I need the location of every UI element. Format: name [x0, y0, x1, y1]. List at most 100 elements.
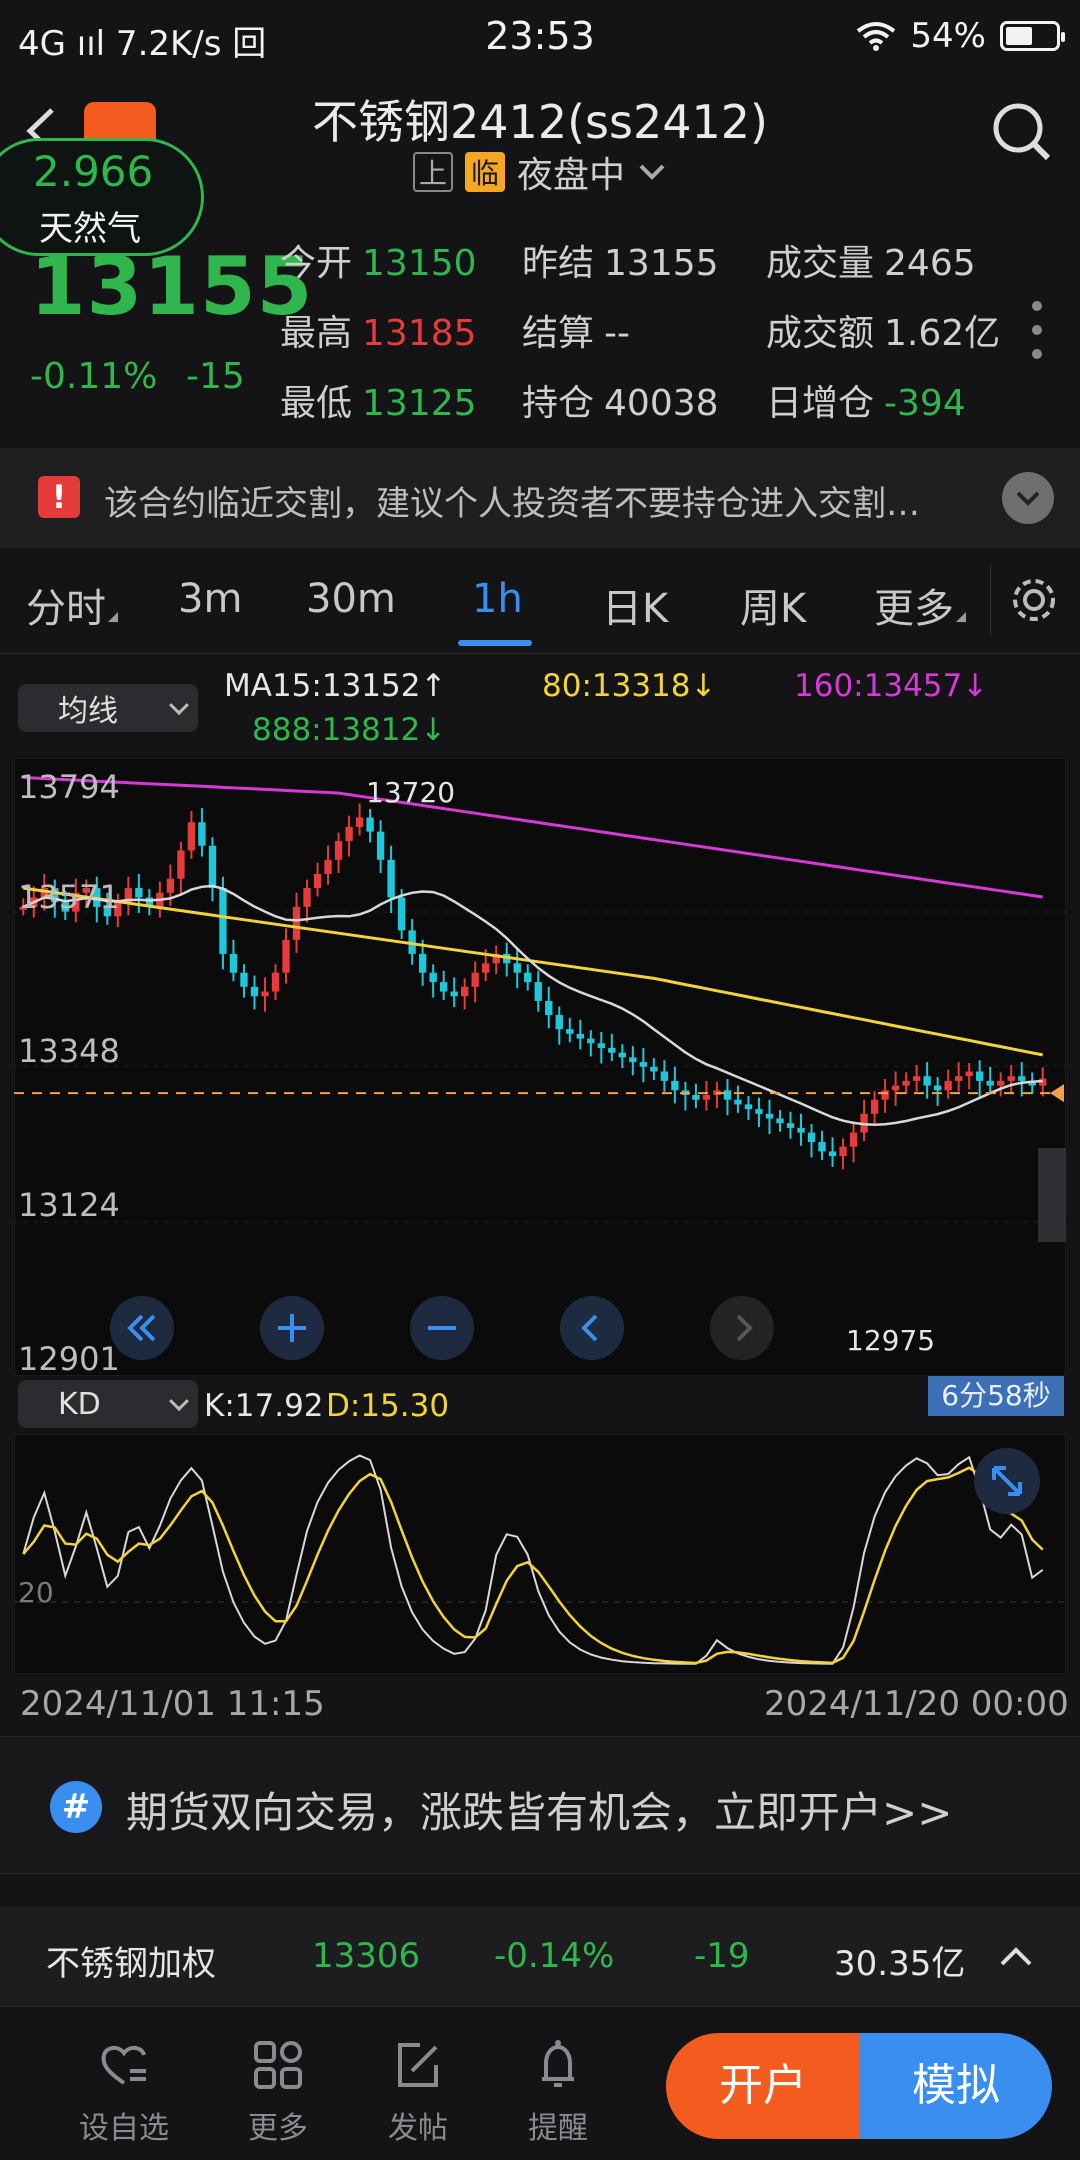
- more-vertical-icon[interactable]: [1032, 300, 1042, 360]
- d-line: [22, 1466, 1044, 1665]
- fullscreen-button[interactable]: [974, 1448, 1040, 1514]
- candle-body: [807, 1132, 816, 1143]
- candle-body: [408, 930, 416, 954]
- nav-alert[interactable]: 提醒: [498, 2037, 618, 2147]
- candle-body: [376, 831, 385, 860]
- candle-body: [166, 878, 175, 893]
- kd-selector[interactable]: KD: [18, 1380, 198, 1428]
- floating-quote-name: 天然气: [39, 209, 141, 249]
- session-selector[interactable]: 上 临 夜盘中: [0, 146, 1080, 198]
- floating-quote[interactable]: 2.966 天然气: [0, 138, 204, 256]
- candle-body: [545, 1000, 553, 1016]
- ma888-value: 888:13812↓: [252, 712, 447, 748]
- floating-quote-value: 2.966: [33, 147, 154, 196]
- candle-body: [597, 1043, 605, 1048]
- candle-body: [124, 888, 133, 903]
- y-label-12901: 12901: [18, 1340, 120, 1378]
- tab-timeshare[interactable]: 分时: [26, 576, 118, 634]
- open-stat: 今开 13150: [280, 243, 477, 284]
- open-account-button[interactable]: 开户: [666, 2033, 860, 2139]
- kd-svg: [13, 1433, 1067, 1675]
- ma15-value: MA15:13152↑: [224, 668, 447, 704]
- change-percent: -0.11%: [30, 356, 158, 397]
- index-price: 13306: [312, 1936, 421, 1976]
- simulate-button[interactable]: 模拟: [860, 2033, 1052, 2139]
- candle-body: [303, 888, 311, 907]
- open-account-banner[interactable]: # 期货双向交易，涨跌皆有机会，立即开户>>: [0, 1736, 1080, 1874]
- chevron-right-icon: [736, 1314, 753, 1342]
- candle-body: [944, 1080, 952, 1091]
- candle-body: [723, 1090, 732, 1100]
- kline-chart[interactable]: [13, 757, 1067, 1377]
- bottom-nav: 设自选 更多 发帖 提醒 开户 模拟: [0, 2006, 1080, 2160]
- price-scroll-handle[interactable]: [1038, 1148, 1066, 1242]
- candle-body: [418, 953, 427, 973]
- kline-svg: [13, 757, 1067, 1377]
- clock: 23:53: [485, 14, 595, 58]
- minus-icon: [428, 1326, 456, 1330]
- gear-icon[interactable]: [1006, 572, 1062, 628]
- status-bar: 4G ııl 7.2K/s 回 23:53 54%: [0, 0, 1080, 72]
- zoom-in-button[interactable]: [260, 1296, 324, 1360]
- high-stat: 最高 13185: [280, 313, 477, 354]
- candle-body: [240, 972, 248, 987]
- candle-body: [40, 888, 48, 898]
- candle-body: [345, 826, 353, 842]
- tab-1h[interactable]: 1h: [472, 576, 523, 622]
- candle-body: [513, 963, 521, 973]
- candle-body: [19, 906, 27, 910]
- countdown-timer: 6分58秒: [928, 1376, 1064, 1416]
- scroll-right-button[interactable]: [710, 1296, 774, 1360]
- tab-3m[interactable]: 3m: [178, 576, 243, 622]
- kd-d-value: D:15.30: [326, 1388, 450, 1424]
- index-pct: -0.14%: [494, 1936, 615, 1976]
- battery-percent: 54%: [910, 16, 986, 56]
- expand-notice-button[interactable]: [1002, 472, 1054, 524]
- scroll-start-button[interactable]: [110, 1296, 174, 1360]
- candle-body: [324, 859, 332, 874]
- nav-post[interactable]: 发帖: [358, 2037, 478, 2147]
- y-label-13571: 13571: [18, 878, 120, 916]
- candle-body: [387, 859, 395, 898]
- nav-watchlist[interactable]: 设自选: [64, 2037, 184, 2147]
- candle-body: [639, 1062, 648, 1067]
- bell-icon: [542, 2040, 574, 2087]
- candle-body: [881, 1090, 889, 1100]
- candle-body: [450, 991, 458, 997]
- candle-body: [524, 972, 532, 983]
- plus-icon: [278, 1314, 306, 1342]
- weighted-index-bar[interactable]: 不锈钢加权 13306 -0.14% -19 30.35亿: [0, 1906, 1080, 2006]
- kd-chart[interactable]: [13, 1433, 1067, 1675]
- tab-more[interactable]: 更多: [874, 576, 966, 634]
- search-icon[interactable]: [990, 100, 1054, 164]
- candle-body: [997, 1080, 1005, 1086]
- nav-more[interactable]: 更多: [218, 2037, 338, 2147]
- k-line: [22, 1454, 1044, 1665]
- turnover-stat: 成交额 1.62亿: [766, 313, 1001, 354]
- tab-daily[interactable]: 日K: [602, 586, 669, 632]
- candle-body: [229, 953, 238, 973]
- delivery-notice[interactable]: ! 该合约临近交割，建议个人投资者不要持仓进入交割…: [0, 448, 1080, 548]
- expiry-tag: 临: [464, 152, 505, 192]
- index-name: 不锈钢加权: [46, 1944, 216, 1984]
- ma80-value: 80:13318↓: [542, 668, 717, 704]
- candle-body: [1018, 1076, 1026, 1081]
- scroll-left-button[interactable]: [560, 1296, 624, 1360]
- zoom-out-button[interactable]: [410, 1296, 474, 1360]
- index-amount: 30.35亿: [834, 1944, 966, 1984]
- high-marker: 13720: [366, 776, 456, 809]
- candle-body: [334, 841, 343, 860]
- chevron-up-icon[interactable]: [996, 1936, 1036, 1976]
- candle-body: [208, 845, 217, 889]
- tab-30m[interactable]: 30m: [306, 576, 396, 622]
- candle-body: [72, 892, 80, 912]
- prev-settle-stat: 昨结 13155: [522, 243, 719, 284]
- candle-body: [313, 873, 322, 889]
- tab-weekly[interactable]: 周K: [740, 586, 807, 632]
- ma160-value: 160:13457↓: [794, 668, 989, 704]
- grid-icon: [254, 2041, 302, 2089]
- candle-body: [797, 1127, 805, 1133]
- candle-body: [734, 1099, 742, 1105]
- indicator-selector[interactable]: 均线: [18, 684, 198, 732]
- candle-body: [870, 1099, 879, 1114]
